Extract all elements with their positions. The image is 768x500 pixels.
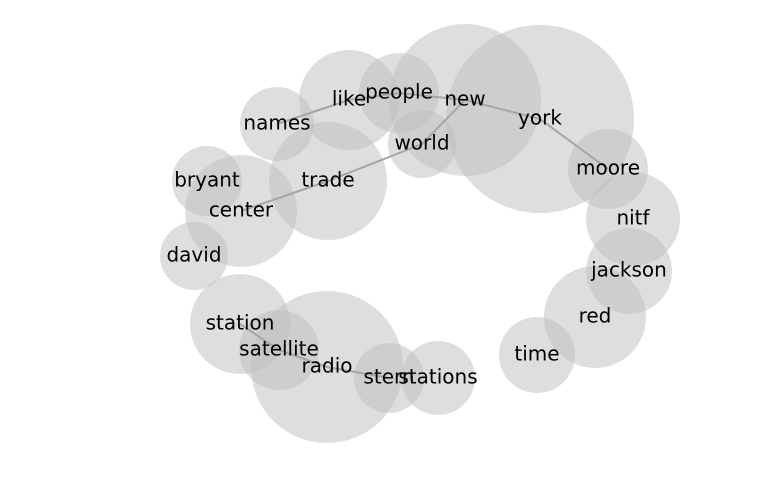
edge-new-york: [464, 99, 541, 120]
bubble-stations: [401, 341, 475, 415]
word-label-bryant: bryant: [174, 168, 240, 192]
word-label-names: names: [243, 111, 310, 135]
edge-station-satellite: [239, 323, 280, 351]
word-label-stations: stations: [398, 365, 477, 389]
edge-new-people: [398, 92, 466, 101]
word-label-trade: trade: [301, 168, 354, 192]
word-label-world: world: [394, 131, 449, 155]
word-label-satellite: satellite: [239, 337, 319, 361]
word-label-new: new: [444, 87, 485, 111]
edge-people-like: [348, 92, 400, 101]
word-label-people: people: [365, 80, 433, 104]
word-label-stern: stern: [363, 365, 414, 389]
word-label-center: center: [209, 198, 274, 222]
word-label-david: david: [166, 243, 221, 267]
edge-trade-center: [240, 180, 329, 212]
edge-satellite-radio: [278, 349, 328, 368]
edge-new-world: [421, 99, 466, 145]
bubble-time: [499, 317, 575, 393]
word-label-jackson: jackson: [590, 258, 667, 282]
word-label-station: station: [206, 311, 275, 335]
word-label-time: time: [514, 342, 559, 366]
edge-like-names: [276, 99, 350, 125]
edge-radio-stern: [326, 366, 390, 379]
word-label-like: like: [332, 87, 366, 111]
word-label-moore: moore: [576, 156, 640, 180]
word-label-york: york: [518, 106, 562, 130]
word-label-red: red: [579, 304, 612, 328]
edge-layer: [239, 92, 609, 379]
edge-world-trade: [327, 143, 423, 182]
bubble-david: [160, 222, 228, 290]
word-label-radio: radio: [302, 354, 353, 378]
word-label-nitf: nitf: [616, 206, 650, 230]
edge-york-moore: [539, 118, 609, 170]
